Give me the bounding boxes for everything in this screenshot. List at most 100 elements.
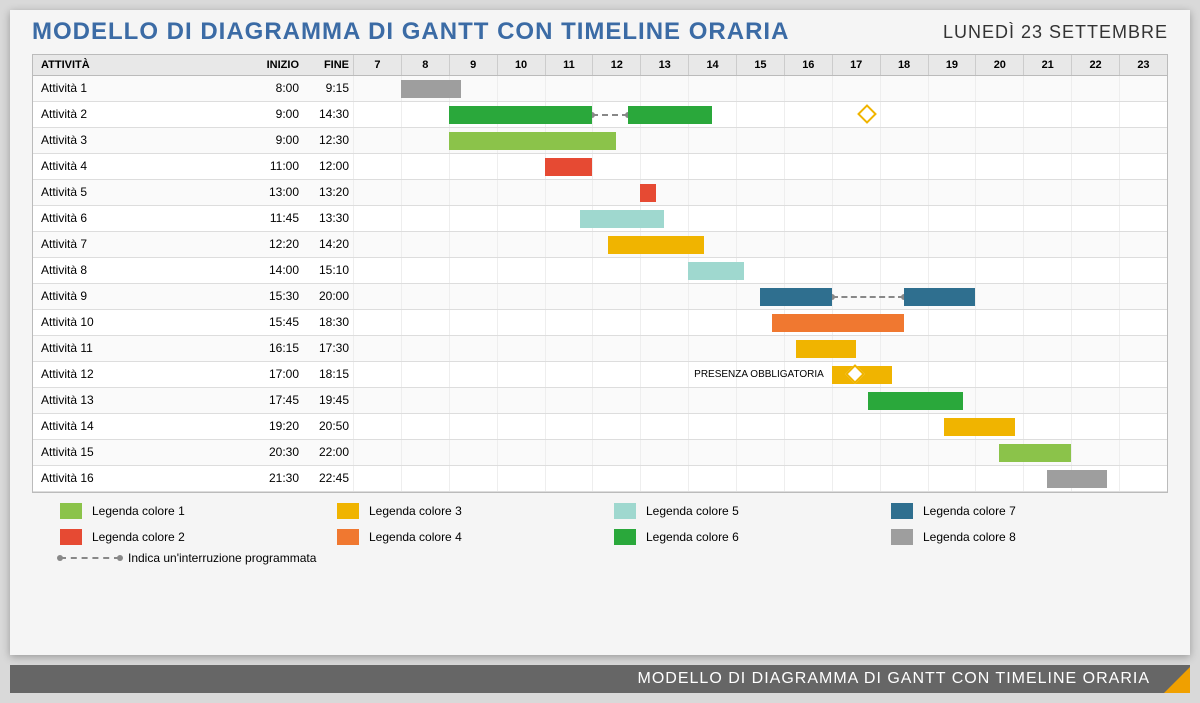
grid-cell xyxy=(880,336,928,361)
hour-header: 11 xyxy=(545,55,593,75)
start-time: 12:20 xyxy=(253,232,303,257)
legend-swatch xyxy=(337,503,359,519)
grid-cell xyxy=(928,180,976,205)
grid-cell xyxy=(736,232,784,257)
grid-cell xyxy=(449,232,497,257)
grid-cell xyxy=(975,180,1023,205)
row-grid xyxy=(353,180,1167,205)
gantt-bar xyxy=(449,106,593,124)
grid-cell xyxy=(1119,310,1167,335)
grid-cell xyxy=(1119,440,1167,465)
gantt-bar xyxy=(608,236,704,254)
row-grid xyxy=(353,76,1167,101)
grid-cell xyxy=(928,128,976,153)
grid-cell xyxy=(928,102,976,127)
grid-cell xyxy=(401,414,449,439)
grid-cell xyxy=(784,466,832,491)
gantt-bar xyxy=(999,444,1071,462)
grid-cell xyxy=(640,128,688,153)
activity-name: Attività 16 xyxy=(33,466,253,491)
grid-cell xyxy=(1119,232,1167,257)
gantt-row: Attività 1217:0018:15PRESENZA OBBLIGATOR… xyxy=(33,362,1167,388)
grid-cell xyxy=(497,180,545,205)
grid-cell xyxy=(975,206,1023,231)
start-time: 16:15 xyxy=(253,336,303,361)
interrupt-gap xyxy=(592,114,628,116)
grid-cell xyxy=(497,440,545,465)
grid-cell xyxy=(640,362,688,387)
grid-cell xyxy=(832,76,880,101)
grid-cell xyxy=(832,180,880,205)
grid-cell xyxy=(928,310,976,335)
grid-cell xyxy=(640,466,688,491)
activity-name: Attività 1 xyxy=(33,76,253,101)
activity-name: Attività 13 xyxy=(33,388,253,413)
grid-cell xyxy=(592,388,640,413)
grid-cell xyxy=(497,466,545,491)
row-grid xyxy=(353,232,1167,257)
grid-cell xyxy=(928,466,976,491)
hour-header: 13 xyxy=(640,55,688,75)
gantt-row: Attività 611:4513:30 xyxy=(33,206,1167,232)
activity-name: Attività 11 xyxy=(33,336,253,361)
gantt-bar xyxy=(545,158,593,176)
interrupt-legend: Indica un'interruzione programmata xyxy=(60,551,1168,565)
column-header: ATTIVITÀ INIZIO FINE 7891011121314151617… xyxy=(33,55,1167,76)
gantt-bar xyxy=(401,80,461,98)
grid-cell xyxy=(1119,76,1167,101)
grid-cell xyxy=(592,284,640,309)
hour-header: 7 xyxy=(353,55,401,75)
grid-cell xyxy=(401,440,449,465)
grid-cell xyxy=(401,284,449,309)
grid-cell xyxy=(353,310,401,335)
grid-cell xyxy=(449,258,497,283)
grid-cell xyxy=(975,258,1023,283)
grid-cell xyxy=(1023,362,1071,387)
grid-cell xyxy=(1071,414,1119,439)
grid-cell xyxy=(545,258,593,283)
start-time: 17:45 xyxy=(253,388,303,413)
grid-cell xyxy=(688,466,736,491)
grid-cell xyxy=(497,284,545,309)
grid-cell xyxy=(688,440,736,465)
grid-cell xyxy=(1023,414,1071,439)
grid-cell xyxy=(545,284,593,309)
grid-cell xyxy=(880,206,928,231)
grid-cell xyxy=(592,440,640,465)
grid-cell xyxy=(449,440,497,465)
grid-cell xyxy=(497,76,545,101)
grid-cell xyxy=(545,414,593,439)
hour-header: 10 xyxy=(497,55,545,75)
hour-header: 18 xyxy=(880,55,928,75)
gantt-row: Attività 18:009:15 xyxy=(33,76,1167,102)
activity-name: Attività 4 xyxy=(33,154,253,179)
grid-cell xyxy=(353,258,401,283)
gantt-bar xyxy=(904,288,976,306)
grid-cell xyxy=(880,128,928,153)
grid-cell xyxy=(640,284,688,309)
gantt-bar xyxy=(772,314,904,332)
grid-cell xyxy=(592,362,640,387)
grid-cell xyxy=(975,388,1023,413)
grid-cell xyxy=(736,414,784,439)
grid-cell xyxy=(401,362,449,387)
grid-cell xyxy=(1119,336,1167,361)
grid-cell xyxy=(688,284,736,309)
grid-cell xyxy=(353,102,401,127)
footer-text: MODELLO DI DIAGRAMMA DI GANTT CON TIMELI… xyxy=(638,670,1150,688)
start-time: 9:00 xyxy=(253,102,303,127)
grid-cell xyxy=(640,440,688,465)
grid-cell xyxy=(1023,336,1071,361)
start-time: 14:00 xyxy=(253,258,303,283)
gantt-bar xyxy=(640,184,656,202)
grid-cell xyxy=(736,388,784,413)
legend-label: Legenda colore 4 xyxy=(369,530,462,544)
grid-cell xyxy=(1071,180,1119,205)
grid-cell xyxy=(497,154,545,179)
hour-header: 20 xyxy=(975,55,1023,75)
grid-cell xyxy=(880,414,928,439)
grid-cell xyxy=(449,362,497,387)
legend-item: Legenda colore 6 xyxy=(614,529,891,545)
grid-cell xyxy=(736,440,784,465)
row-grid xyxy=(353,414,1167,439)
